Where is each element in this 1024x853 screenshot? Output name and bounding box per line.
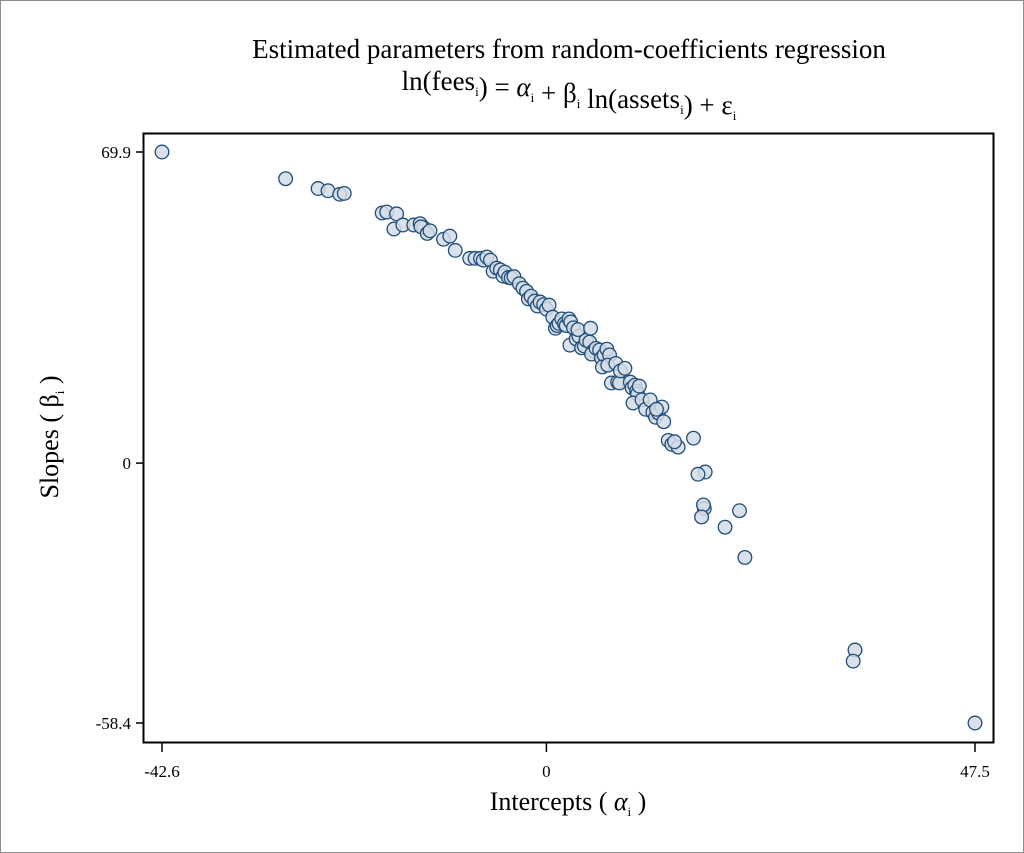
y-tick-label: 0 — [123, 454, 132, 473]
subtitle-subscript: i — [577, 96, 581, 111]
data-point — [154, 144, 170, 160]
y-tick-label: 69.9 — [101, 143, 131, 162]
axis-label-text: ) — [35, 375, 64, 390]
axis-label-subscript: i — [52, 390, 67, 394]
data-point — [967, 715, 983, 731]
data-point — [656, 414, 672, 430]
subtitle-subscript: i — [680, 102, 684, 117]
data-point — [845, 653, 861, 669]
data-point — [649, 401, 664, 417]
data-point — [583, 320, 599, 336]
data-point — [570, 322, 586, 338]
chart-subtitle: ln(feesi) = αi + βi ln(assetsi) + εi — [402, 66, 737, 123]
axis-label-symbol: α — [614, 787, 629, 816]
data-point — [617, 360, 633, 376]
data-point — [278, 171, 294, 187]
subtitle-subscript: i — [733, 108, 737, 123]
x-axis-label: Intercepts ( αi ) — [490, 787, 647, 819]
data-point — [690, 466, 706, 482]
plot-area — [142, 132, 995, 744]
data-point — [442, 228, 458, 244]
data-point — [631, 378, 647, 394]
y-axis: 69.9 0 -58.4 — [96, 143, 143, 733]
x-tick-label: 0 — [542, 762, 551, 781]
axis-label-subscript: i — [628, 804, 632, 819]
chart-title: Estimated parameters from random-coeffic… — [252, 34, 886, 64]
subtitle-subscript: i — [531, 90, 535, 105]
subtitle-part: ) = — [479, 72, 517, 102]
subtitle-part: α — [516, 72, 531, 102]
subtitle-part: ) + ε — [684, 90, 733, 120]
data-point — [737, 549, 753, 565]
subtitle-subscript: i — [475, 84, 479, 99]
axis-label-text: ) — [631, 787, 646, 816]
data-point — [686, 430, 701, 446]
data-point — [447, 242, 463, 258]
axis-label-text: Slopes ( — [35, 408, 64, 499]
data-point — [667, 434, 682, 450]
x-tick-label: 47.5 — [960, 762, 990, 781]
points-layer — [154, 144, 983, 731]
x-tick-label: -42.6 — [144, 762, 179, 781]
data-point — [389, 206, 405, 222]
subtitle-part: ln(fees — [402, 66, 475, 96]
x-axis: -42.6 0 47.5 — [144, 743, 990, 781]
subtitle-part: + β — [534, 78, 576, 108]
axis-label-symbol: β — [35, 394, 64, 407]
data-point — [422, 223, 438, 239]
data-point — [694, 509, 710, 525]
data-point — [336, 185, 352, 201]
subtitle-part: ln(assets — [580, 84, 680, 114]
data-point — [732, 503, 747, 519]
data-point — [695, 497, 711, 513]
y-tick-label: -58.4 — [96, 714, 132, 733]
axis-label-text: Intercepts ( — [490, 787, 614, 816]
y-axis-label: Slopes ( βi ) — [35, 375, 67, 498]
data-point — [717, 519, 733, 535]
